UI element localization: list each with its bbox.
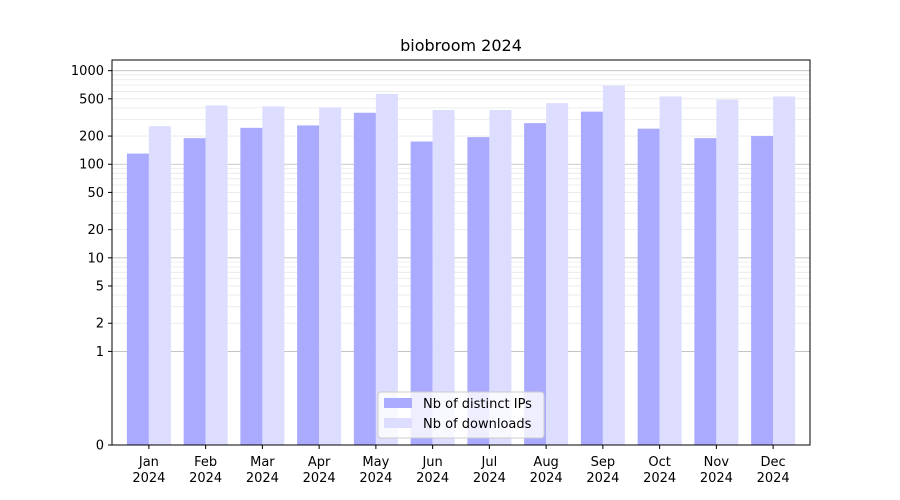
y-tick-label: 10 — [87, 251, 104, 266]
bar-distinct-ips — [467, 137, 490, 445]
y-tick-label: 500 — [79, 92, 104, 107]
x-tick-label: Sep 2024 — [586, 455, 619, 486]
legend-box — [377, 391, 545, 439]
x-tick-label: Feb 2024 — [189, 455, 222, 486]
x-tick-label: Oct 2024 — [643, 455, 676, 486]
bar-downloads — [489, 109, 512, 446]
bar-distinct-ips — [637, 128, 660, 445]
y-tick-label: 2 — [96, 317, 104, 332]
bar-downloads — [375, 93, 398, 445]
y-tick-label: 0 — [96, 439, 104, 454]
bar-distinct-ips — [580, 111, 603, 445]
bar-distinct-ips — [524, 123, 547, 446]
legend-swatch — [384, 418, 412, 428]
bar-downloads — [148, 126, 171, 445]
x-tick-label: Aug 2024 — [530, 455, 563, 486]
bar-downloads — [319, 107, 342, 445]
bars — [126, 85, 796, 446]
bar-distinct-ips — [353, 112, 376, 445]
bar-distinct-ips — [297, 125, 320, 445]
bar-downloads — [546, 103, 569, 445]
bar-distinct-ips — [751, 136, 774, 446]
y-tick-label: 20 — [87, 223, 104, 238]
x-tick-label: Nov 2024 — [700, 455, 733, 486]
x-tick-label: May 2024 — [359, 455, 392, 486]
x-tick-label: Jun 2024 — [416, 455, 449, 486]
x-tick-label: Dec 2024 — [757, 455, 790, 486]
bar-downloads — [716, 99, 739, 445]
bar-distinct-ips — [694, 138, 717, 446]
bar-distinct-ips — [240, 127, 263, 445]
y-axis: 0 1 2 5 10 20 50 100 200 500 1000 — [71, 64, 112, 454]
bar-downloads — [602, 85, 625, 445]
legend-label: Nb of distinct IPs — [423, 397, 532, 412]
x-tick-label: Jan 2024 — [132, 455, 165, 486]
legend-swatch — [384, 398, 412, 408]
y-tick-label: 200 — [79, 130, 104, 145]
bar-downloads — [659, 96, 682, 446]
y-tick-label: 100 — [79, 158, 104, 173]
grid-lines — [112, 70, 810, 446]
chart-title: biobroom 2024 — [400, 36, 522, 55]
y-tick-label: 1 — [96, 345, 104, 360]
y-tick-label: 1000 — [71, 64, 104, 79]
bar-downloads — [432, 109, 455, 446]
legend-label: Nb of downloads — [423, 417, 532, 432]
bar-distinct-ips — [410, 141, 433, 445]
y-tick-label: 50 — [87, 186, 104, 201]
bar-downloads — [205, 105, 228, 445]
bar-downloads — [773, 96, 796, 446]
bar-downloads — [262, 106, 285, 445]
plot-frame — [111, 59, 811, 446]
legend: Nb of distinct IPs Nb of downloads — [377, 391, 545, 439]
bar-distinct-ips — [183, 138, 206, 446]
x-axis: Jan 2024 Feb 2024 Mar 2024 Apr 2024 May 2024 Jun 20… — [132, 445, 790, 486]
x-tick-label: Mar 2024 — [246, 455, 279, 486]
y-tick-label: 5 — [96, 280, 104, 295]
x-tick-label: Jul 2024 — [473, 455, 506, 486]
bar-distinct-ips — [126, 153, 149, 446]
x-tick-label: Apr 2024 — [303, 455, 336, 486]
